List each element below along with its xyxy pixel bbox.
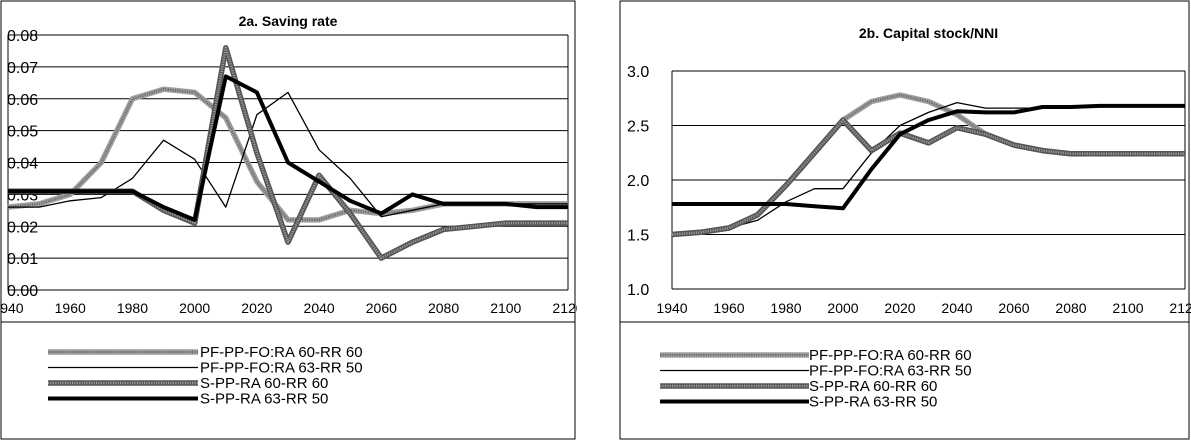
x-tick-label: 2000	[827, 300, 858, 316]
x-tick-label: 2060	[366, 300, 397, 316]
x-tick-label: 2080	[428, 300, 459, 316]
x-tick-label: 2020	[884, 300, 915, 316]
chart-frame	[619, 0, 1190, 440]
x-tick-label: 2000	[179, 300, 210, 316]
y-tick-label: 2.5	[627, 119, 649, 136]
y-tick-label: 2.0	[627, 173, 649, 190]
x-tick-label: 1940	[0, 300, 24, 316]
x-tick-label: 1960	[55, 300, 86, 316]
legend-label: S-PP-RA 60-RR 60	[200, 375, 328, 392]
x-tick-label: 1940	[656, 300, 687, 316]
x-tick-label: 2020	[241, 300, 272, 316]
x-tick-label: 2040	[941, 300, 972, 316]
series-line-s-pp-ra60-rr60	[671, 118, 1185, 236]
x-tick-label: 2120	[552, 300, 577, 316]
y-tick-label: 0.01	[7, 251, 38, 268]
x-tick-label: 1980	[770, 300, 801, 316]
x-tick-label: 2060	[998, 300, 1029, 316]
legend-label: PF-PP-FO:RA 63-RR 50	[809, 363, 972, 380]
series-line-s-pp-ra60-rr60	[8, 46, 568, 260]
series-line-s-pp-ra63-rr50	[672, 103, 1185, 211]
chart-title: 2b. Capital stock/NNI	[859, 25, 998, 41]
x-tick-label: 1980	[117, 300, 148, 316]
x-tick-label: 2120	[1169, 300, 1191, 316]
series-line-pf-pp-fo-ra60-rr60	[7, 87, 568, 222]
x-tick-label: 2040	[304, 300, 335, 316]
y-tick-label: 1.0	[627, 282, 649, 299]
chart-title: 2a. Saving rate	[239, 13, 338, 29]
y-tick-label: 0.05	[7, 124, 38, 141]
saving-rate-chart: 2a. Saving rate0.000.010.020.030.040.050…	[0, 0, 577, 440]
y-tick-label: 0.06	[7, 92, 38, 109]
legend-label: S-PP-RA 63-RR 50	[809, 394, 937, 411]
legend-label: S-PP-RA 63-RR 50	[200, 391, 328, 408]
x-tick-label: 1960	[713, 300, 744, 316]
legend-label: PF-PP-FO:RA 60-RR 60	[809, 347, 972, 364]
legend-label: PF-PP-FO:RA 60-RR 60	[200, 344, 363, 361]
series-line-s-pp-ra63-rr50	[8, 74, 568, 222]
x-tick-label: 2100	[490, 300, 521, 316]
y-tick-label: 0.02	[7, 219, 38, 236]
y-tick-label: 0.07	[7, 60, 38, 77]
capital-stock-chart: 2b. Capital stock/NNI 1.0 1.5 2.0 2.5 3.0 1940…	[619, 0, 1191, 440]
y-tick-label: 1.5	[627, 228, 649, 245]
x-tick-label: 2080	[1055, 300, 1086, 316]
y-tick-label: 3.0	[627, 64, 649, 81]
y-tick-label: 0.04	[7, 156, 38, 173]
y-tick-label: 0.08	[7, 28, 38, 45]
legend-label: S-PP-RA 60-RR 60	[809, 378, 937, 395]
y-tick-label: 0.00	[7, 283, 38, 300]
x-tick-label: 2100	[1112, 300, 1143, 316]
legend-label: PF-PP-FO:RA 63-RR 50	[200, 360, 363, 377]
